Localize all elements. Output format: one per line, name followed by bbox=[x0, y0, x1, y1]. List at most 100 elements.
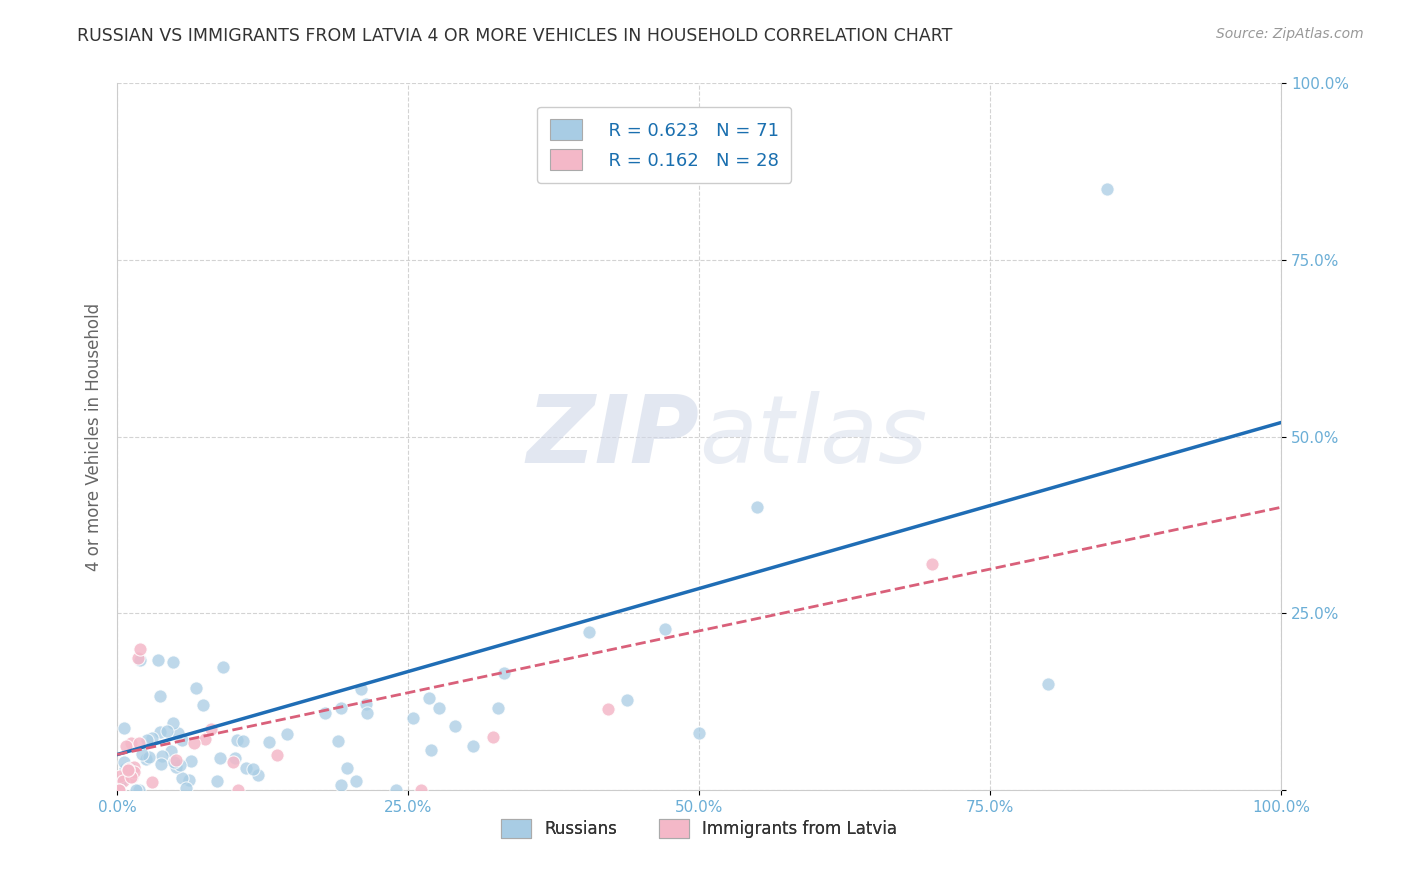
Point bbox=[120, 735, 142, 749]
Point bbox=[114, 762, 136, 776]
Point bbox=[120, 761, 142, 775]
Point bbox=[242, 762, 264, 776]
Point bbox=[108, 769, 131, 783]
Point bbox=[136, 733, 159, 747]
Point bbox=[138, 749, 160, 764]
Point bbox=[128, 653, 150, 667]
Point bbox=[111, 774, 134, 789]
Point bbox=[128, 782, 150, 797]
Point bbox=[232, 734, 254, 748]
Point bbox=[179, 773, 201, 788]
Point bbox=[330, 778, 353, 792]
Point bbox=[162, 715, 184, 730]
Text: atlas: atlas bbox=[699, 391, 928, 483]
Point bbox=[482, 730, 505, 744]
Point bbox=[131, 747, 153, 761]
Point bbox=[247, 767, 270, 781]
Point bbox=[329, 701, 352, 715]
Point bbox=[115, 767, 138, 781]
Point bbox=[461, 739, 484, 753]
Point bbox=[209, 751, 232, 765]
Point bbox=[149, 724, 172, 739]
Point bbox=[162, 655, 184, 669]
Point bbox=[257, 735, 280, 749]
Point bbox=[174, 780, 197, 795]
Point bbox=[688, 726, 710, 740]
Point bbox=[427, 701, 450, 715]
Point bbox=[356, 698, 378, 712]
Point bbox=[314, 706, 336, 720]
Point bbox=[183, 736, 205, 750]
Point bbox=[747, 500, 769, 515]
Point bbox=[326, 734, 349, 748]
Point bbox=[170, 771, 193, 785]
Point bbox=[224, 751, 246, 765]
Point bbox=[163, 756, 186, 770]
Point bbox=[276, 727, 298, 741]
Point bbox=[122, 760, 145, 774]
Point bbox=[488, 701, 510, 715]
Point bbox=[122, 764, 145, 779]
Point bbox=[921, 557, 943, 571]
Point bbox=[596, 702, 619, 716]
Point bbox=[411, 782, 433, 797]
Point bbox=[117, 763, 139, 777]
Point bbox=[108, 782, 131, 797]
Point bbox=[194, 732, 217, 747]
Point bbox=[166, 725, 188, 739]
Text: Source: ZipAtlas.com: Source: ZipAtlas.com bbox=[1216, 27, 1364, 41]
Point bbox=[135, 751, 157, 765]
Point bbox=[129, 641, 152, 656]
Point bbox=[444, 718, 467, 732]
Point bbox=[121, 770, 143, 784]
Point bbox=[344, 773, 367, 788]
Point bbox=[112, 755, 135, 769]
Point bbox=[165, 760, 187, 774]
Text: RUSSIAN VS IMMIGRANTS FROM LATVIA 4 OR MORE VEHICLES IN HOUSEHOLD CORRELATION CH: RUSSIAN VS IMMIGRANTS FROM LATVIA 4 OR M… bbox=[77, 27, 953, 45]
Point bbox=[228, 782, 250, 797]
Point bbox=[205, 774, 228, 789]
Point bbox=[385, 782, 408, 797]
Point bbox=[146, 653, 169, 667]
Point bbox=[165, 753, 187, 767]
Point bbox=[170, 733, 193, 747]
Point bbox=[117, 762, 139, 776]
Point bbox=[420, 743, 443, 757]
Point bbox=[125, 782, 148, 797]
Point bbox=[494, 665, 516, 680]
Point bbox=[149, 690, 172, 704]
Point bbox=[402, 711, 425, 725]
Point bbox=[191, 698, 214, 712]
Point bbox=[212, 660, 235, 674]
Point bbox=[418, 691, 440, 706]
Point bbox=[1038, 677, 1060, 691]
Point bbox=[350, 682, 373, 697]
Point bbox=[200, 722, 222, 736]
Point bbox=[150, 748, 173, 763]
Point bbox=[127, 651, 149, 665]
Point bbox=[141, 775, 163, 789]
Point bbox=[578, 624, 600, 639]
Point bbox=[121, 770, 143, 784]
Point bbox=[222, 755, 245, 769]
Point bbox=[160, 744, 183, 758]
Point bbox=[149, 757, 172, 772]
Point bbox=[356, 706, 378, 720]
Point bbox=[141, 731, 163, 745]
Point bbox=[616, 693, 638, 707]
Point bbox=[336, 761, 359, 775]
Point bbox=[112, 721, 135, 735]
Text: ZIP: ZIP bbox=[526, 391, 699, 483]
Point bbox=[266, 748, 288, 763]
Point bbox=[1095, 182, 1118, 196]
Point bbox=[156, 724, 179, 739]
Point bbox=[108, 776, 131, 790]
Point bbox=[128, 736, 150, 750]
Y-axis label: 4 or more Vehicles in Household: 4 or more Vehicles in Household bbox=[86, 302, 103, 571]
Point bbox=[169, 757, 191, 772]
Point bbox=[186, 681, 208, 696]
Point bbox=[654, 622, 676, 636]
Point bbox=[114, 739, 136, 753]
Legend: Russians, Immigrants from Latvia: Russians, Immigrants from Latvia bbox=[495, 813, 904, 845]
Point bbox=[180, 754, 202, 768]
